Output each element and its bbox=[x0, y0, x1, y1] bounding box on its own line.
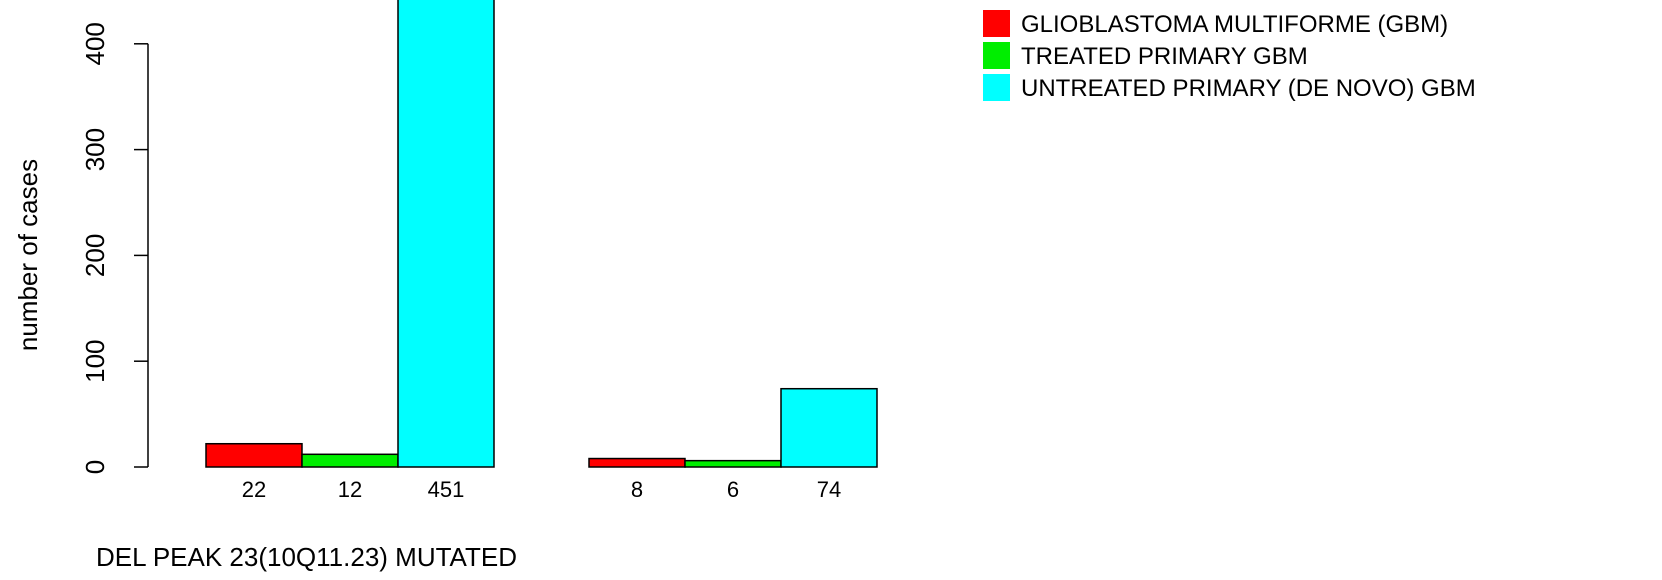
bar-value-labels: 22 12 451 8 6 74 bbox=[242, 477, 841, 502]
y-tick-label: 200 bbox=[80, 234, 110, 277]
bar bbox=[780, 387, 878, 468]
legend-swatch bbox=[983, 74, 1010, 101]
y-tick-label: 100 bbox=[80, 340, 110, 383]
legend-label: UNTREATED PRIMARY (DE NOVO) GBM bbox=[1021, 75, 1476, 102]
bar-value-label: 12 bbox=[338, 477, 362, 502]
y-tick-label: 400 bbox=[80, 22, 110, 65]
bar-value-label: 22 bbox=[242, 477, 266, 502]
y-axis: 0 100 200 300 400 bbox=[80, 22, 149, 474]
bar-value-label: 8 bbox=[631, 477, 643, 502]
legend-label: TREATED PRIMARY GBM bbox=[1021, 43, 1308, 70]
bar bbox=[301, 453, 399, 468]
y-tick-label: 300 bbox=[80, 128, 110, 171]
bars bbox=[205, 0, 878, 468]
bar bbox=[588, 457, 686, 468]
bar bbox=[684, 459, 782, 468]
y-tick-label: 0 bbox=[80, 460, 110, 474]
bar-value-label: 74 bbox=[817, 477, 841, 502]
legend-swatch bbox=[983, 42, 1010, 69]
y-axis-label: number of cases bbox=[13, 159, 43, 351]
x-axis-label: DEL PEAK 23(10Q11.23) MUTATED bbox=[96, 542, 517, 572]
bar-value-label: 451 bbox=[428, 477, 465, 502]
legend-label: GLIOBLASTOMA MULTIFORME (GBM) bbox=[1021, 11, 1448, 38]
bar-value-label: 6 bbox=[727, 477, 739, 502]
bar bbox=[397, 0, 495, 468]
legend: GLIOBLASTOMA MULTIFORME (GBM) TREATED PRI… bbox=[983, 10, 1476, 102]
bar bbox=[205, 442, 303, 468]
legend-swatch bbox=[983, 10, 1010, 37]
